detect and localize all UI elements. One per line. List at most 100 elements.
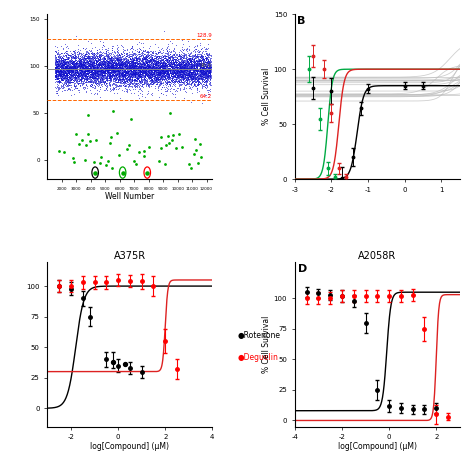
- Point: [207, 64, 215, 71]
- Point: [167, 73, 174, 80]
- Point: [169, 55, 177, 63]
- Point: [206, 68, 214, 75]
- Point: [80, 51, 88, 59]
- Point: [140, 68, 147, 75]
- Point: [80, 62, 87, 70]
- Point: [201, 56, 208, 64]
- Point: [205, 59, 212, 67]
- Point: [126, 59, 133, 67]
- Point: [202, 54, 210, 62]
- Point: [150, 63, 158, 70]
- Point: [188, 76, 196, 84]
- Point: [169, 53, 176, 60]
- Point: [121, 68, 128, 75]
- Point: [201, 53, 209, 60]
- Point: [71, 84, 79, 91]
- Point: [126, 72, 134, 80]
- Point: [70, 53, 78, 61]
- Point: [162, 59, 169, 67]
- Point: [200, 57, 207, 65]
- Point: [115, 64, 122, 71]
- Point: [166, 62, 174, 69]
- Point: [126, 59, 134, 66]
- Point: [166, 52, 173, 60]
- Point: [94, 67, 102, 75]
- Point: [164, 66, 171, 74]
- Point: [119, 47, 127, 55]
- Point: [132, 59, 140, 67]
- Point: [193, 47, 201, 55]
- Point: [198, 65, 206, 73]
- Point: [173, 58, 181, 66]
- Point: [165, 59, 173, 67]
- Point: [144, 76, 151, 83]
- Point: [139, 63, 146, 70]
- Point: [63, 70, 71, 78]
- Point: [80, 60, 87, 68]
- Point: [159, 55, 166, 63]
- Point: [104, 65, 112, 73]
- Point: [206, 66, 213, 73]
- Point: [53, 73, 60, 81]
- Point: [205, 72, 212, 80]
- Point: [62, 69, 70, 76]
- Point: [193, 57, 201, 64]
- Point: [51, 55, 59, 63]
- Point: [64, 63, 72, 71]
- Point: [125, 80, 133, 88]
- Point: [122, 63, 129, 70]
- Point: [149, 65, 157, 73]
- Point: [168, 71, 175, 78]
- Point: [190, 52, 198, 60]
- Point: [62, 59, 69, 66]
- Point: [67, 72, 75, 79]
- Point: [155, 69, 163, 77]
- Point: [100, 54, 108, 62]
- Point: [196, 66, 204, 73]
- Point: [144, 61, 151, 68]
- Point: [159, 58, 166, 66]
- Point: [177, 68, 185, 75]
- Point: [177, 59, 185, 67]
- Point: [125, 67, 132, 74]
- Point: [134, 65, 142, 73]
- Point: [71, 68, 79, 76]
- Point: [96, 57, 104, 64]
- Point: [179, 64, 187, 71]
- Point: [93, 79, 100, 86]
- Point: [200, 67, 208, 74]
- Point: [55, 67, 62, 75]
- Point: [77, 51, 84, 59]
- Point: [128, 62, 136, 70]
- Point: [191, 67, 199, 74]
- Point: [113, 71, 120, 78]
- Point: [88, 61, 95, 68]
- Point: [175, 72, 183, 79]
- Point: [132, 51, 139, 58]
- Point: [183, 62, 191, 69]
- Point: [179, 75, 187, 83]
- Point: [189, 54, 196, 62]
- Point: [154, 57, 161, 65]
- Point: [125, 57, 132, 64]
- Point: [91, 64, 98, 72]
- Point: [187, 62, 195, 70]
- Point: [65, 51, 73, 59]
- Point: [91, 71, 99, 78]
- Point: [131, 75, 139, 82]
- Point: [160, 72, 167, 80]
- Point: [133, 68, 140, 76]
- Point: [116, 62, 124, 69]
- Point: [201, 66, 209, 74]
- Point: [87, 65, 95, 73]
- Point: [99, 69, 107, 77]
- Point: [92, 64, 100, 71]
- Point: [113, 70, 120, 77]
- Point: [123, 78, 130, 85]
- Point: [177, 47, 185, 55]
- Point: [90, 74, 98, 82]
- Point: [133, 61, 140, 68]
- Point: [64, 55, 72, 63]
- Point: [182, 62, 190, 69]
- Point: [155, 64, 162, 72]
